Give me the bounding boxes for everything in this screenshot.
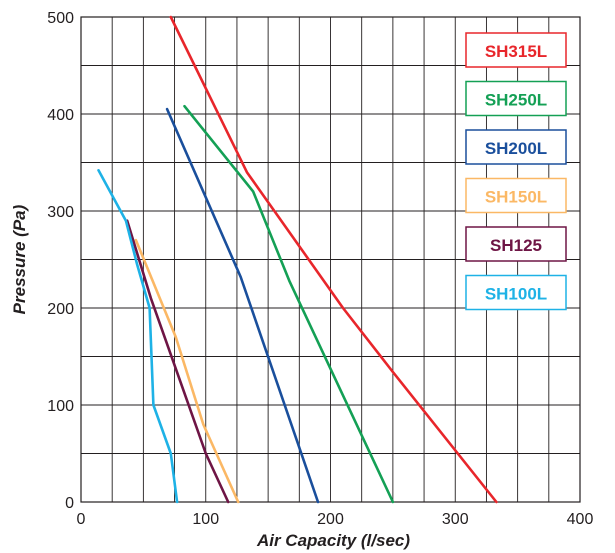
y-tick-label: 200 <box>47 301 74 318</box>
series-line-sh200l <box>165 107 320 504</box>
y-tick-label: 0 <box>65 495 74 512</box>
x-tick-label: 100 <box>192 511 219 528</box>
legend-box-sh250l <box>465 80 567 117</box>
x-tick-label: 300 <box>442 511 469 528</box>
legend-box-sh150l <box>465 177 567 214</box>
series-line-sh315l <box>169 15 498 504</box>
y-tick-label: 300 <box>47 204 74 221</box>
legend-box-sh200l <box>465 129 567 165</box>
series-line-sh250l <box>183 104 395 504</box>
tick-labels: 0 100 200 300 400 0 100 200 300 400 500 <box>47 10 593 528</box>
series-line-sh150l <box>134 238 240 504</box>
plot-frame <box>80 16 581 503</box>
legend-label-sh150l: SH150L <box>485 188 547 207</box>
series-line-sh125 <box>125 219 230 504</box>
series-line-sh100l <box>97 169 179 504</box>
x-axis-label: Air Capacity (l/sec) <box>256 531 410 550</box>
legend-label-sh125: SH125 <box>490 236 542 255</box>
series-lines <box>97 15 498 504</box>
legend-label-sh100l: SH100L <box>485 285 547 304</box>
legend-box-sh125 <box>465 226 567 262</box>
legend-label-sh315l: SH315L <box>485 42 547 61</box>
legend-label-sh250l: SH250L <box>485 91 547 110</box>
x-tick-label: 400 <box>567 511 594 528</box>
legend: SH315L SH250L SH200L SH150L SH125 SH100L <box>465 32 567 311</box>
legend-box-sh100l <box>465 274 567 311</box>
y-tick-label: 500 <box>47 10 74 27</box>
legend-box-sh315l <box>465 32 567 68</box>
x-tick-label: 200 <box>317 511 344 528</box>
x-tick-label: 0 <box>77 511 86 528</box>
y-axis-label: Pressure (Pa) <box>10 204 29 314</box>
legend-label-sh200l: SH200L <box>485 139 547 158</box>
y-tick-label: 100 <box>47 398 74 415</box>
y-tick-label: 400 <box>47 107 74 124</box>
